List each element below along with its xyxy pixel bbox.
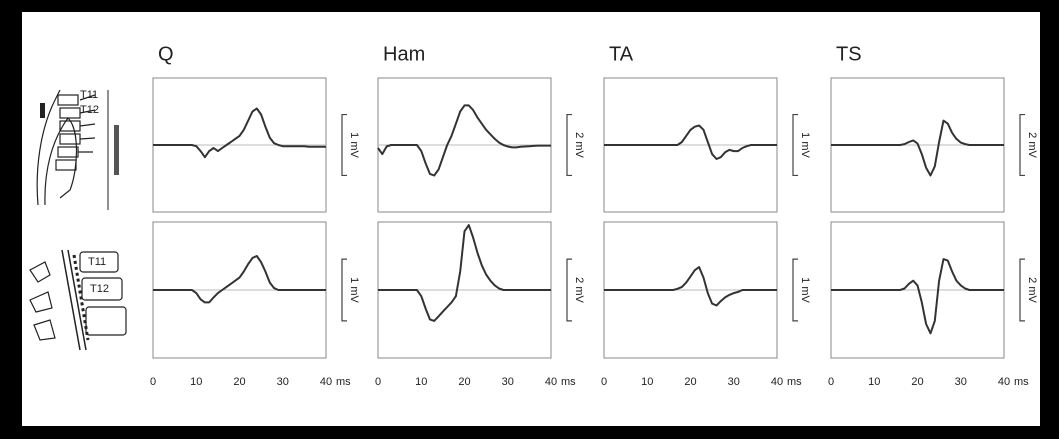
scale-bar-label: 2 mV [573,277,585,303]
x-unit: ms [336,376,351,388]
emg-trace [831,119,1004,177]
x-tick-label: 10 [868,376,880,388]
x-tick-label: 30 [502,376,514,388]
x-tick-label: 0 [601,376,607,388]
emg-trace [153,255,326,304]
emg-trace [604,266,777,307]
spinous-process [78,94,96,153]
vertebra-label: T12 [90,283,109,295]
scale-bar [792,258,798,322]
x-tick-label: 30 [277,376,289,388]
panel-title: TA [609,43,634,65]
vertebra-label: T11 [80,89,98,101]
x-tick-label: 0 [828,376,834,388]
processes [29,261,56,341]
scale-bar [1019,113,1025,177]
x-tick-label: 20 [684,376,696,388]
scale-bar-label: 1 mV [348,277,360,303]
scale-bar-label: 2 mV [1026,277,1038,303]
figure-background [22,12,1040,426]
x-tick-label: 20 [458,376,470,388]
vertebra [57,94,79,106]
body-outline [36,89,61,206]
x-tick-label: 30 [728,376,740,388]
scale-bar [341,113,347,177]
vertebra-label: T11 [88,256,106,268]
spine-illustration-bottom: T11 T12 [29,249,127,351]
x-unit: ms [561,376,576,388]
vertebra [85,306,127,336]
emg-trace [378,224,551,322]
x-tick-label: 40 [545,376,557,388]
x-tick-label: 10 [190,376,202,388]
x-tick-label: 40 [320,376,332,388]
cord [67,249,87,351]
x-tick-label: 0 [375,376,381,388]
scale-bar-label: 2 mV [573,132,585,158]
vertebra [79,251,119,273]
scale-bar-label: 1 mV [799,132,811,158]
scale-bar [566,113,572,177]
x-tick-label: 40 [998,376,1010,388]
scale-bar [566,258,572,322]
x-tick-label: 20 [233,376,245,388]
cord [61,249,81,351]
spine-illustration-top: T11 T12 [36,89,119,210]
x-unit: ms [787,376,802,388]
x-tick-label: 40 [771,376,783,388]
x-tick-label: 10 [415,376,427,388]
scale-bar-label: 1 mV [348,132,360,158]
scale-bar [792,113,798,177]
electrode [40,103,45,118]
scale-bar [1019,258,1025,322]
emg-trace [604,124,777,160]
x-tick-label: 30 [955,376,967,388]
x-tick-label: 10 [641,376,653,388]
electrode-array [72,254,90,341]
x-tick-label: 20 [911,376,923,388]
emg-trace [831,258,1004,335]
x-unit: ms [1014,376,1029,388]
emg-trace [377,104,551,177]
vertebra-label: T12 [80,104,99,116]
electrode [114,125,119,175]
x-tick-label: 0 [150,376,156,388]
scale-bar [341,258,347,322]
scale-bar-label: 2 mV [1026,132,1038,158]
panel-title: TS [836,43,862,65]
emg-trace [153,107,326,159]
vertebra [55,159,77,171]
vertebra [81,277,123,301]
panel-title: Ham [383,43,425,65]
panel-title: Q [158,43,174,65]
scale-bar-label: 1 mV [799,277,811,303]
